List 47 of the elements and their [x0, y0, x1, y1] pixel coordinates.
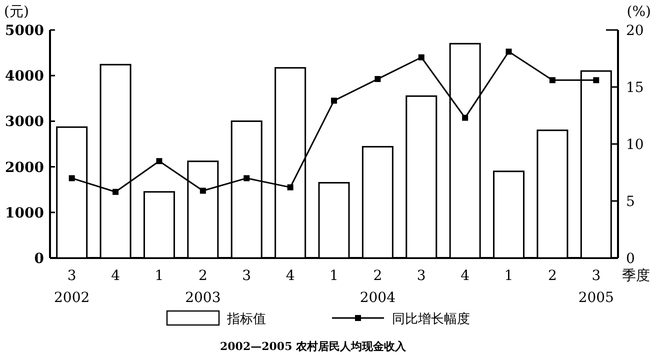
y2-tick-label: 15	[626, 80, 644, 96]
y-tick-label: 5000	[5, 23, 44, 39]
point	[506, 48, 512, 55]
x-tick-label: 3	[592, 268, 601, 284]
x-tick-label: 2	[198, 268, 208, 284]
x-tick-label: 1	[330, 268, 338, 284]
point	[462, 114, 468, 121]
y2-tick-label: 0	[626, 251, 635, 267]
point	[200, 188, 206, 194]
y-tick-label: 3000	[5, 114, 44, 130]
x-tick-label: 4	[111, 268, 120, 284]
text: 2004	[360, 290, 396, 306]
point	[593, 77, 600, 84]
legend-label: 指标值	[226, 312, 266, 327]
x-tick-label: 3	[67, 268, 76, 284]
x-tick-label: 2	[373, 268, 382, 284]
y-tick-label: 4000	[5, 68, 44, 85]
point	[244, 175, 250, 182]
y-tick-label: 1000	[5, 205, 44, 222]
x-axis-title: 季度	[622, 268, 650, 284]
x-tick-label: 4	[286, 268, 295, 284]
x-tick-label: 3	[242, 268, 252, 284]
x-tick-label: 4	[460, 268, 470, 284]
text: 2002	[54, 290, 90, 306]
point	[374, 76, 381, 82]
y2-axis-title: (%)	[626, 4, 651, 20]
point	[331, 98, 337, 104]
text: 2005	[578, 290, 614, 306]
point	[68, 175, 75, 182]
point	[112, 188, 119, 195]
point	[287, 184, 294, 190]
text: 2002—2005 农村居民人均现金收入	[220, 340, 408, 353]
x-tick-label: 1	[504, 268, 514, 284]
y-tick-label: 2000	[5, 160, 44, 176]
y2-tick-label: 20	[626, 23, 644, 39]
x-tick-label: 2	[548, 268, 557, 284]
x-tick-label: 1	[154, 268, 164, 284]
legend-label: 同比增长幅度	[392, 311, 470, 327]
y-axis-title: (元)	[4, 4, 29, 20]
point	[156, 158, 162, 164]
y2-tick-label: 10	[626, 137, 644, 153]
x-tick-label: 3	[416, 268, 426, 284]
y2-tick-label: 5	[626, 194, 635, 210]
point	[549, 77, 556, 84]
text: 2003	[185, 290, 221, 306]
y-tick-label: 0	[34, 251, 44, 267]
point	[418, 54, 424, 60]
